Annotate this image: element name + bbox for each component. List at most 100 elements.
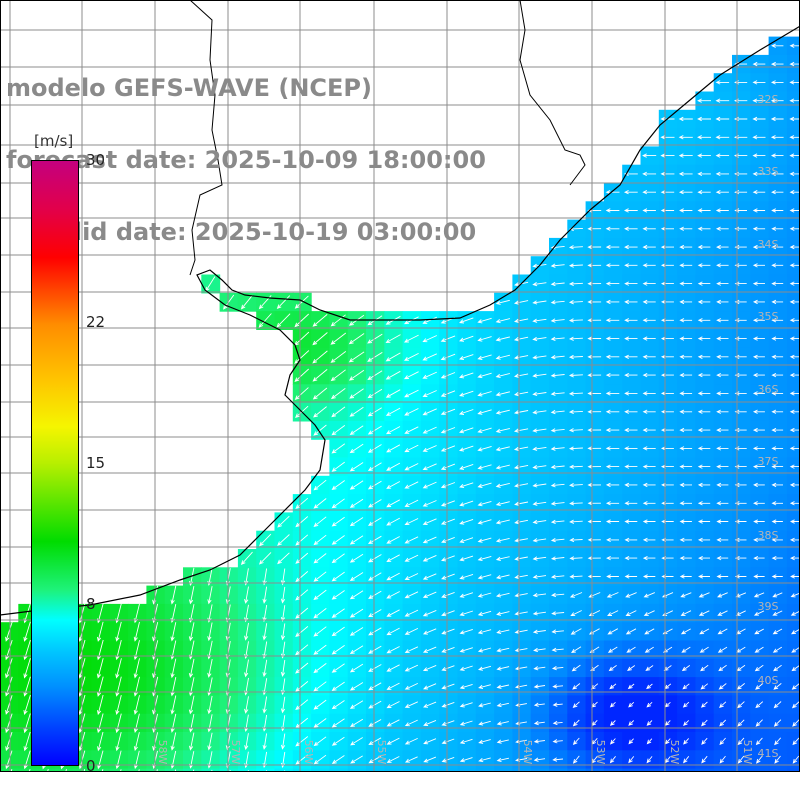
wind-vector-arrow bbox=[514, 593, 528, 598]
wind-vector-arrow bbox=[587, 372, 602, 378]
wind-vector-arrow bbox=[570, 610, 582, 617]
wind-vector-arrow bbox=[459, 665, 473, 671]
wind-vector-arrow bbox=[532, 373, 547, 378]
wind-vector-arrow bbox=[514, 648, 528, 653]
wind-vector-arrow bbox=[568, 318, 583, 323]
wind-vector-arrow bbox=[697, 519, 711, 524]
wind-vector-arrow bbox=[315, 774, 326, 782]
wind-vector-arrow bbox=[477, 647, 492, 653]
wind-vector-arrow bbox=[679, 354, 693, 360]
wind-vector-arrow bbox=[753, 555, 765, 561]
wind-cell bbox=[622, 768, 642, 772]
wind-vector-arrow bbox=[642, 537, 656, 543]
wind-vector-arrow bbox=[5, 658, 13, 679]
wind-cell bbox=[274, 768, 294, 772]
wind-vector-arrow bbox=[294, 387, 309, 401]
wind-vector-arrow bbox=[753, 519, 765, 524]
wind-vector-arrow bbox=[679, 226, 693, 231]
wind-vector-arrow bbox=[331, 516, 345, 527]
wind-vector-arrow bbox=[478, 757, 491, 763]
wind-cell bbox=[146, 768, 166, 772]
wind-vector-arrow bbox=[605, 391, 620, 396]
wind-vector-arrow bbox=[550, 391, 565, 396]
wind-vector-arrow bbox=[550, 519, 565, 525]
wind-vector-arrow bbox=[715, 80, 730, 85]
wind-vector-arrow bbox=[259, 533, 272, 547]
wind-vector-arrow bbox=[660, 354, 674, 360]
wind-vector-arrow bbox=[605, 446, 620, 451]
wind-vector-arrow bbox=[207, 732, 213, 751]
wind-vector-arrow bbox=[331, 645, 345, 655]
wind-vector-arrow bbox=[368, 517, 382, 526]
wind-vector-arrow bbox=[23, 694, 31, 715]
wind-vector-arrow bbox=[628, 756, 635, 764]
wind-vector-arrow bbox=[771, 336, 784, 341]
wind-vector-arrow bbox=[423, 738, 437, 745]
wind-vector-arrow bbox=[495, 574, 510, 580]
wind-vector-arrow bbox=[645, 665, 654, 672]
wind-vector-arrow bbox=[348, 369, 365, 381]
wind-vector-arrow bbox=[240, 551, 253, 565]
wind-vector-arrow bbox=[754, 646, 764, 653]
wind-vector-arrow bbox=[459, 738, 473, 745]
wind-vector-arrow bbox=[605, 226, 620, 231]
wind-vector-arrow bbox=[386, 462, 401, 471]
wind-vector-arrow bbox=[313, 681, 327, 692]
wind-vector-arrow bbox=[716, 409, 729, 414]
wind-vector-arrow bbox=[552, 702, 563, 707]
wind-vector-arrow bbox=[624, 501, 638, 506]
wind-vector-arrow bbox=[296, 773, 307, 782]
wind-vector-arrow bbox=[229, 769, 231, 772]
wind-vector-arrow bbox=[404, 591, 419, 599]
wind-vector-arrow bbox=[459, 354, 474, 361]
wind-vector-arrow bbox=[552, 739, 563, 744]
wind-vector-arrow bbox=[244, 604, 249, 623]
wind-vector-arrow bbox=[459, 683, 473, 690]
wind-vector-arrow bbox=[771, 208, 784, 213]
wind-vector-arrow bbox=[642, 482, 656, 488]
longitude-label: 52W bbox=[668, 740, 681, 765]
wind-vector-arrow bbox=[697, 409, 711, 414]
wind-vector-arrow bbox=[5, 676, 13, 697]
wind-vector-arrow bbox=[679, 519, 692, 524]
wind-vector-arrow bbox=[349, 425, 364, 435]
wind-vector-arrow bbox=[207, 714, 213, 733]
wind-vector-arrow bbox=[697, 208, 711, 213]
wind-vector-arrow bbox=[587, 299, 602, 305]
wind-vector-arrow bbox=[660, 208, 675, 213]
wind-vector-arrow bbox=[753, 537, 765, 543]
wind-vector-arrow bbox=[642, 336, 656, 341]
wind-vector-arrow bbox=[679, 427, 693, 433]
wind-vector-arrow bbox=[331, 443, 346, 454]
wind-vector-arrow bbox=[348, 351, 365, 363]
wind-vector-arrow bbox=[23, 658, 31, 679]
wind-vector-arrow bbox=[569, 592, 583, 598]
wind-cell bbox=[384, 768, 404, 772]
latitude-label: 36S bbox=[758, 383, 779, 396]
wind-vector-arrow bbox=[477, 629, 492, 635]
wind-vector-arrow bbox=[496, 611, 510, 616]
wind-vector-arrow bbox=[133, 695, 140, 715]
wind-vector-arrow bbox=[790, 628, 800, 635]
wind-vector-arrow bbox=[702, 774, 707, 781]
wind-vector-arrow bbox=[720, 774, 725, 781]
wind-vector-arrow bbox=[550, 464, 565, 470]
wind-vector-arrow bbox=[349, 388, 364, 399]
wind-vector-arrow bbox=[587, 226, 602, 231]
wind-vector-arrow bbox=[422, 500, 437, 507]
wind-vector-arrow bbox=[569, 537, 583, 543]
wind-vector-arrow bbox=[770, 135, 784, 140]
wind-vector-arrow bbox=[295, 571, 309, 583]
wind-cell bbox=[201, 768, 221, 772]
wind-vector-arrow bbox=[569, 501, 583, 506]
wind-vector-arrow bbox=[681, 646, 691, 653]
wind-cell bbox=[786, 732, 800, 751]
wind-vector-arrow bbox=[752, 409, 765, 414]
wind-vector-arrow bbox=[697, 354, 711, 360]
wind-vector-arrow bbox=[587, 519, 601, 524]
wind-vector-arrow bbox=[368, 682, 382, 691]
wind-vector-arrow bbox=[223, 294, 235, 310]
border-line bbox=[189, 0, 586, 276]
wind-vector-arrow bbox=[626, 646, 636, 653]
wind-vector-arrow bbox=[294, 350, 310, 364]
